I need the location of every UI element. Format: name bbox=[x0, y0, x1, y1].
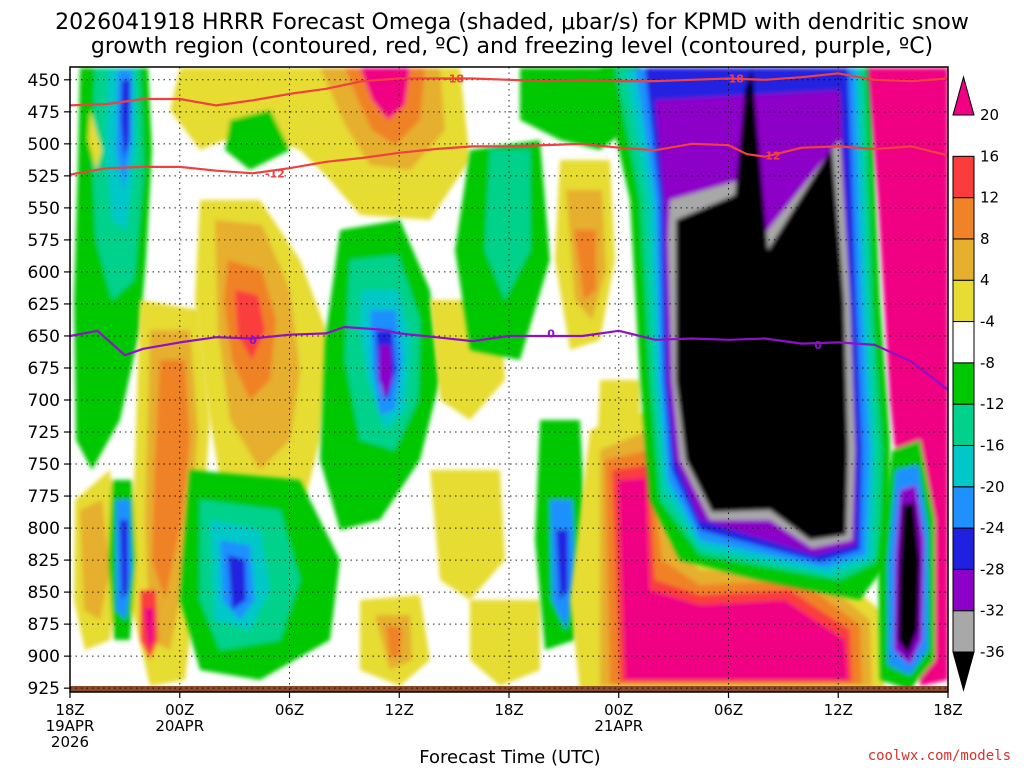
contour-dgz-cold bbox=[70, 142, 948, 176]
y-tick-label: 525 bbox=[28, 167, 60, 187]
colorbar-box bbox=[952, 362, 975, 405]
omega-left-column bbox=[74, 68, 152, 470]
y-tick-label: 750 bbox=[28, 455, 60, 475]
y-tick-label: 650 bbox=[28, 327, 60, 347]
y-axis-ticks: 450 475 500 525 550 575 600 625 650 675 700 725 750 7… bbox=[28, 71, 70, 699]
grid-lines bbox=[70, 67, 948, 692]
x-tick-label: 06Z bbox=[275, 701, 304, 719]
y-tick-label: 625 bbox=[28, 295, 60, 315]
x-tick-label: 21APR bbox=[594, 717, 643, 735]
x-axis-label: Forecast Time (UTC) bbox=[419, 747, 600, 768]
colorbar-tick-label: -24 bbox=[980, 519, 1005, 537]
omega-central-cool-column bbox=[320, 220, 440, 530]
x-tick-label: 12Z bbox=[824, 701, 853, 719]
y-tick-label: 725 bbox=[28, 423, 60, 443]
omega-mid-warm-column bbox=[195, 200, 330, 530]
colorbar-tick-label: 16 bbox=[980, 147, 999, 165]
colorbar-tick-label: -36 bbox=[980, 643, 1005, 661]
y-tick-label: 900 bbox=[28, 647, 60, 667]
colorbar-box bbox=[952, 610, 975, 653]
x-tick-label: 00Z bbox=[604, 701, 633, 719]
contour-label: -18 bbox=[724, 73, 744, 86]
y-tick-label: 450 bbox=[28, 71, 60, 91]
colorbar-tick-label: 8 bbox=[980, 230, 990, 248]
colorbar-box bbox=[952, 403, 975, 446]
y-tick-label: 925 bbox=[28, 679, 60, 699]
contour-label: 0 bbox=[547, 327, 555, 340]
contour-label: 0 bbox=[249, 334, 257, 347]
y-tick-label: 600 bbox=[28, 263, 60, 283]
omega-far-right-band bbox=[868, 68, 948, 690]
colorbar: -36 -32 -28 -24 -20 -16 -12 -8 -4 4 8 12 16 20 bbox=[952, 75, 1005, 692]
colorbar-tick-label: -8 bbox=[980, 354, 995, 372]
y-tick-label: 475 bbox=[28, 103, 60, 123]
colorbar-tick-label: -32 bbox=[980, 602, 1005, 620]
colorbar-box bbox=[952, 527, 975, 570]
x-tick-label: 18Z bbox=[494, 701, 523, 719]
colorbar-box bbox=[952, 238, 975, 281]
contour-lines: -18 -18 -12 -12 0 0 0 bbox=[70, 72, 948, 391]
contour-label: -18 bbox=[444, 73, 464, 86]
x-tick-label: 06Z bbox=[714, 701, 743, 719]
y-tick-label: 850 bbox=[28, 583, 60, 603]
plot-area: -18 -18 -12 -12 0 0 0 bbox=[70, 67, 948, 692]
x-tick-label: 18Z bbox=[55, 701, 84, 719]
colorbar-box bbox=[952, 486, 975, 529]
colorbar-bottom-arrow bbox=[952, 651, 975, 692]
colorbar-top-arrow bbox=[952, 75, 975, 116]
y-tick-label: 675 bbox=[28, 359, 60, 379]
colorbar-tick-label: -12 bbox=[980, 395, 1005, 413]
omega-lower-cool-blob bbox=[180, 470, 340, 680]
x-tick-label: 12Z bbox=[385, 701, 414, 719]
colorbar-tick-label: -20 bbox=[980, 478, 1005, 496]
contour-label: -12 bbox=[761, 149, 781, 162]
x-tick-label: 19APR bbox=[46, 717, 95, 735]
y-tick-label: 775 bbox=[28, 487, 60, 507]
x-tick-label: 2026 bbox=[51, 733, 89, 751]
contour-dgz-warm bbox=[70, 72, 948, 107]
y-tick-label: 700 bbox=[28, 391, 60, 411]
chart-title-line-1: 2026041918 HRRR Forecast Omega (shaded, … bbox=[55, 10, 969, 35]
colorbar-tick-label: -16 bbox=[980, 436, 1005, 454]
y-tick-label: 500 bbox=[28, 135, 60, 155]
colorbar-box bbox=[952, 197, 975, 240]
chart-title-line-2: growth region (contoured, red, ºC) and f… bbox=[91, 34, 933, 59]
x-tick-label: 00Z bbox=[165, 701, 194, 719]
contour-label: 0 bbox=[814, 339, 822, 352]
colorbar-tick-label: 4 bbox=[980, 271, 990, 289]
colorbar-tick-label: 12 bbox=[980, 189, 999, 207]
colorbar-tick-label: -4 bbox=[980, 313, 995, 331]
x-tick-label: 20APR bbox=[155, 717, 204, 735]
x-tick-label: 18Z bbox=[933, 701, 962, 719]
credit-text: coolwx.com/models bbox=[868, 748, 1011, 764]
y-tick-label: 550 bbox=[28, 199, 60, 219]
colorbar-box bbox=[952, 155, 975, 199]
colorbar-box bbox=[952, 279, 975, 323]
colorbar-box bbox=[952, 444, 975, 488]
y-tick-label: 825 bbox=[28, 551, 60, 571]
omega-lower-mid-warm bbox=[360, 300, 540, 686]
colorbar-box bbox=[952, 568, 975, 612]
omega-right-strong-ascent bbox=[600, 68, 890, 600]
contour-freezing-level bbox=[70, 325, 948, 391]
y-tick-label: 800 bbox=[28, 519, 60, 539]
y-tick-label: 575 bbox=[28, 231, 60, 251]
colorbar-box bbox=[952, 321, 975, 364]
colorbar-tick-label: 20 bbox=[980, 106, 999, 124]
colorbar-tick-label: -28 bbox=[980, 560, 1005, 578]
contour-label: -12 bbox=[265, 167, 285, 180]
y-tick-label: 875 bbox=[28, 615, 60, 635]
